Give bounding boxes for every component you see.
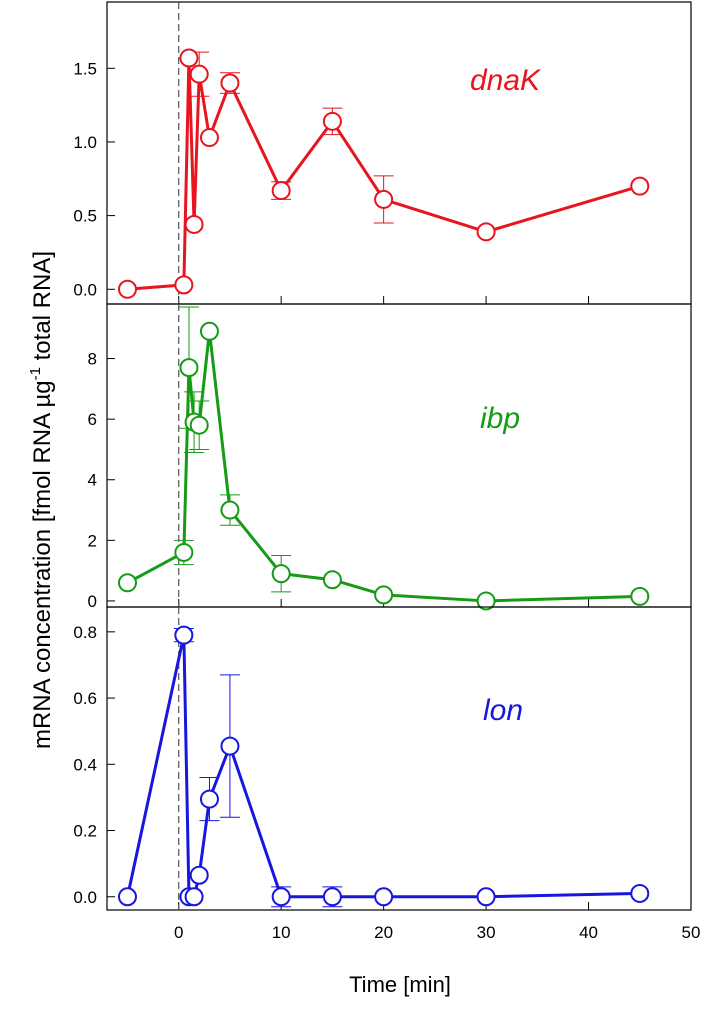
data-point <box>199 321 219 341</box>
plot-frame <box>106 303 692 608</box>
data-point <box>374 887 394 907</box>
data-point <box>199 789 219 809</box>
data-point <box>199 128 219 148</box>
data-point <box>189 865 209 885</box>
data-point <box>174 275 194 295</box>
series-line-ibp <box>126 329 640 603</box>
data-point <box>184 887 204 907</box>
data-point <box>271 181 291 201</box>
y-tick-label: 4 <box>88 471 97 490</box>
data-point <box>117 279 137 299</box>
data-point <box>322 570 342 590</box>
data-point <box>189 415 209 435</box>
data-point <box>174 625 194 645</box>
y-tick-label: 0.0 <box>73 280 97 299</box>
series-line-dnaK <box>127 56 641 291</box>
data-point <box>476 887 496 907</box>
plot-frame <box>106 606 692 911</box>
y-tick-label: 1.5 <box>73 59 97 78</box>
y-tick-label: 0 <box>88 592 97 611</box>
y-tick-label: 0.5 <box>73 207 97 226</box>
series-label-lon: lon <box>483 694 523 727</box>
y-axis-label-main: mRNA concentration [fmol RNA µg <box>29 380 56 749</box>
data-point <box>271 564 291 584</box>
x-tick-label: 10 <box>272 923 291 942</box>
panel-2: 0.0 0.2 0.4 0.6 0.8 0 10 20 30 40 50 lon <box>73 606 701 942</box>
data-point <box>179 358 199 378</box>
data-point <box>476 591 496 611</box>
data-point <box>374 585 394 605</box>
y-tick-label: 6 <box>88 410 97 429</box>
plot-frame <box>106 1 692 305</box>
x-tick-label: 30 <box>477 923 496 942</box>
data-point <box>220 500 240 520</box>
y-tick-label: 0.4 <box>73 755 97 774</box>
panels: 0.00.51.01.5 dnaK02468ibp0.00.20.40.60.80… <box>73 1 701 942</box>
data-point <box>174 542 194 562</box>
data-point <box>220 73 240 93</box>
data-point <box>220 736 240 756</box>
data-point <box>630 883 650 903</box>
data-point <box>271 887 291 907</box>
data-point <box>322 887 342 907</box>
series-label-dnaK: dnaK <box>470 64 542 97</box>
y-tick-label: 0.2 <box>73 822 97 841</box>
data-point <box>117 573 137 593</box>
y-tick-label: 0.8 <box>73 623 97 642</box>
data-point <box>630 586 650 606</box>
data-point <box>189 64 209 84</box>
data-point <box>630 176 650 196</box>
data-point <box>322 111 342 131</box>
x-tick-label: 0 <box>174 923 183 942</box>
x-axis-label: Time [min] <box>349 972 451 997</box>
data-point <box>117 887 137 907</box>
y-tick-label: 0.0 <box>73 888 97 907</box>
y-tick-label: 1.0 <box>73 133 97 152</box>
series-label-ibp: ibp <box>480 402 520 435</box>
panel-0: 0.0 0.5 1.0 1.5 dnaK <box>73 1 692 305</box>
y-axis-label: mRNA concentration [fmol RNA µg-1 total … <box>27 251 56 749</box>
x-tick-label: 40 <box>579 923 598 942</box>
panel-1: 0 2 4 6 8 ibp <box>88 303 692 611</box>
series-line-lon <box>126 633 640 899</box>
y-tick-label: 2 <box>88 531 97 550</box>
y-axis-label-sup: -1 <box>27 367 44 380</box>
data-point <box>374 189 394 209</box>
data-point <box>476 222 496 242</box>
y-tick-label: 0.6 <box>73 689 97 708</box>
y-tick-label: 8 <box>88 350 97 369</box>
data-point <box>179 48 199 68</box>
x-tick-label: 20 <box>374 923 393 942</box>
x-tick-label: 50 <box>682 923 701 942</box>
y-axis-label-tail: total RNA] <box>29 251 56 367</box>
data-point <box>184 214 204 234</box>
